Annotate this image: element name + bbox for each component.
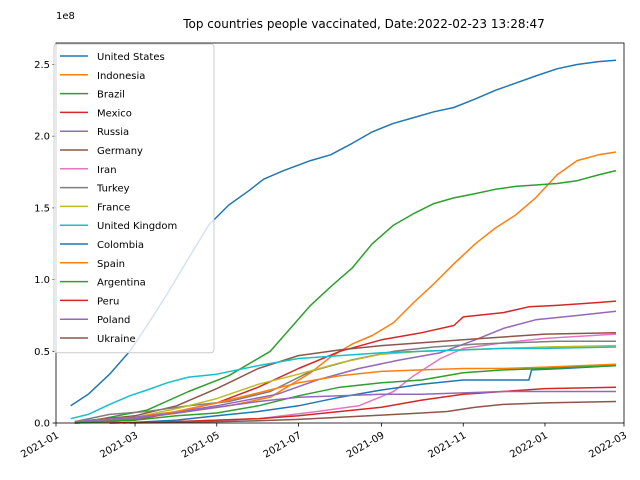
legend-box	[53, 43, 215, 354]
legend-label: France	[97, 202, 130, 213]
series-line-14	[74, 390, 616, 423]
legend-label: Peru	[97, 296, 119, 307]
legend-label: Poland	[97, 315, 130, 326]
legend-label: Iran	[97, 165, 117, 176]
y-tick-label: 1.0	[34, 275, 50, 286]
legend-label: Russia	[97, 127, 129, 138]
series-line-4	[74, 310, 617, 423]
legend-label: United Kingdom	[97, 221, 177, 232]
legend-label: Turkey	[96, 184, 130, 195]
chart-title: Top countries people vaccinated, Date:20…	[182, 17, 545, 31]
series-line-15	[129, 400, 617, 424]
legend-label: Ukraine	[97, 334, 136, 345]
series-lines	[70, 59, 617, 424]
legend-label: Mexico	[97, 108, 132, 119]
y-tick-label: 0.0	[34, 419, 50, 430]
y-tick-label: 1.5	[34, 203, 50, 214]
legend-label: Colombia	[97, 240, 144, 251]
y-tick-label: 0.5	[34, 347, 50, 358]
y-tick-label: 2.0	[34, 132, 50, 143]
series-line-11	[74, 363, 617, 423]
series-line-5	[74, 331, 617, 423]
series-line-2	[78, 169, 617, 424]
y-tick-label: 2.5	[34, 60, 50, 71]
legend-label: Spain	[97, 259, 125, 270]
series-line-9	[70, 346, 617, 420]
series-line-10	[122, 364, 617, 424]
legend-label: Indonesia	[97, 71, 145, 82]
series-line-12	[74, 364, 617, 424]
legend-label: Germany	[97, 146, 143, 157]
y-scale-label: 1e8	[56, 11, 75, 22]
legend-label: Brazil	[97, 90, 125, 101]
legend-label: United States	[97, 52, 165, 63]
legend-label: Argentina	[97, 278, 146, 289]
legend: United States Indonesia Brazil Mexico Russia…	[53, 43, 215, 354]
